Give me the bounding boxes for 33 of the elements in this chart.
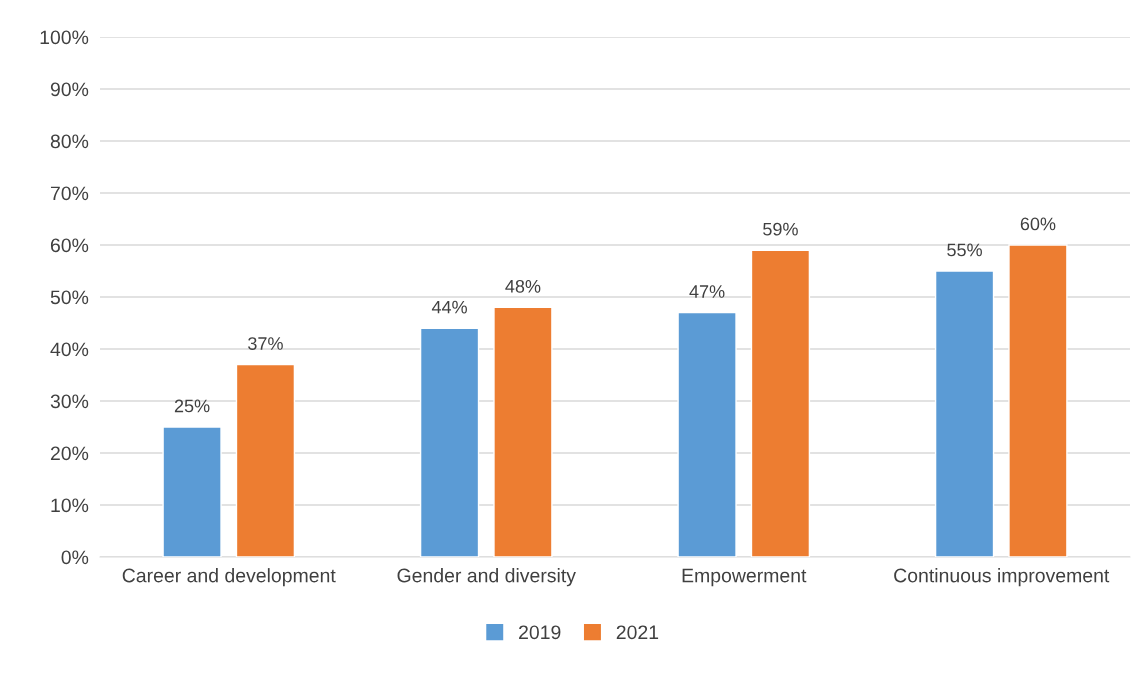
x-tick-label: Career and development (122, 568, 336, 587)
y-tick-label: 50% (50, 290, 89, 305)
data-label: 59% (763, 222, 798, 236)
data-label: 47% (689, 285, 725, 298)
data-label: 48% (505, 279, 541, 293)
y-tick-label: 40% (50, 342, 89, 357)
y-tick-label: 60% (50, 238, 89, 253)
x-tick-label: Gender and diversity (397, 568, 576, 587)
y-tick-label: 10% (51, 498, 89, 513)
data-label: 55% (947, 243, 982, 257)
legend-label: 2021 (616, 625, 659, 640)
bar (750, 249, 811, 557)
bar (677, 311, 737, 557)
data-label: 44% (431, 300, 467, 314)
y-tick-label: 70% (50, 186, 89, 201)
y-tick-label: 20% (50, 446, 89, 461)
bar (235, 363, 296, 557)
bar (1008, 244, 1068, 557)
bar (934, 270, 995, 557)
y-tick-label: 90% (50, 82, 89, 97)
y-tick-label: 30% (50, 394, 89, 409)
y-tick-label: 80% (50, 134, 89, 149)
bar (419, 327, 480, 557)
data-label: 60% (1020, 217, 1056, 231)
y-tick-label: 0% (61, 550, 89, 565)
legend-label: 2019 (519, 625, 561, 640)
data-label: 37% (248, 337, 283, 350)
bar (162, 426, 222, 557)
x-tick-label: Continuous improvement (894, 568, 1110, 587)
data-label: 25% (174, 399, 210, 413)
x-tick-label: Empowerment (682, 568, 807, 587)
y-tick-label: 100% (40, 30, 89, 45)
bar (493, 306, 553, 557)
